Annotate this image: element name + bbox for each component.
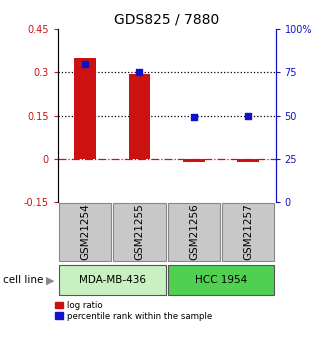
- Legend: log ratio, percentile rank within the sample: log ratio, percentile rank within the sa…: [55, 301, 212, 321]
- Title: GDS825 / 7880: GDS825 / 7880: [114, 13, 219, 27]
- Bar: [238, 159, 259, 161]
- Point: [246, 113, 251, 118]
- Text: GSM21255: GSM21255: [134, 204, 145, 260]
- Bar: [59, 203, 111, 261]
- Bar: [129, 74, 150, 159]
- Text: cell line: cell line: [3, 275, 44, 285]
- Bar: [74, 58, 96, 159]
- Text: ▶: ▶: [46, 275, 55, 285]
- Point: [191, 115, 197, 120]
- Bar: [183, 159, 205, 161]
- Text: GSM21256: GSM21256: [189, 204, 199, 260]
- Point: [82, 61, 88, 67]
- Bar: [113, 203, 166, 261]
- Bar: [222, 203, 275, 261]
- Point: [137, 70, 142, 75]
- Bar: [168, 265, 275, 295]
- Bar: [168, 203, 220, 261]
- Bar: [59, 265, 166, 295]
- Text: HCC 1954: HCC 1954: [195, 275, 247, 285]
- Text: MDA-MB-436: MDA-MB-436: [79, 275, 146, 285]
- Text: GSM21254: GSM21254: [80, 204, 90, 260]
- Text: GSM21257: GSM21257: [243, 204, 253, 260]
